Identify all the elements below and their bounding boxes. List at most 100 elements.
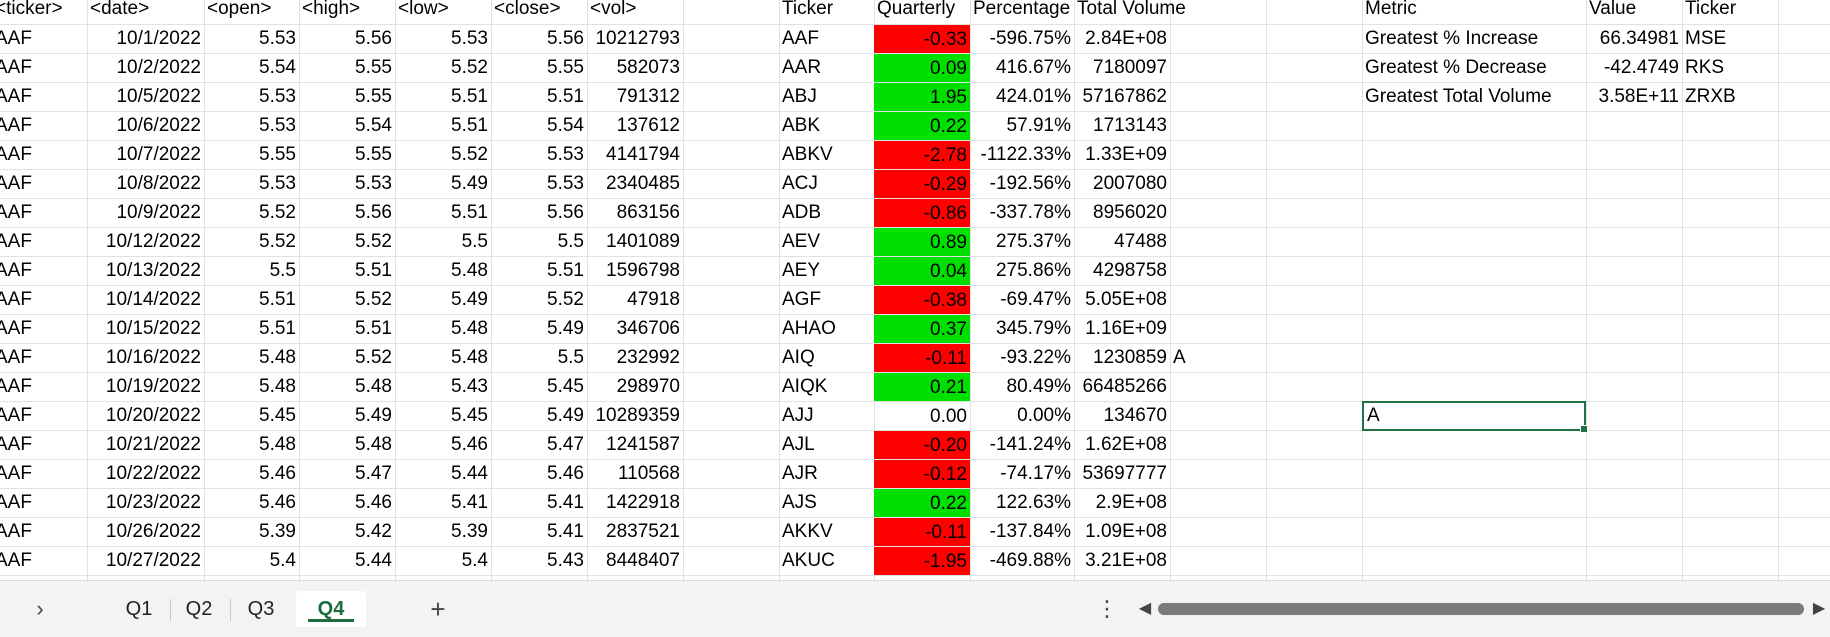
quarterly-change-cell[interactable]: 0.04 — [874, 257, 970, 285]
raw-data-cell[interactable]: 10/13/2022 — [105, 260, 201, 281]
raw-data-cell[interactable]: 5.54 — [259, 57, 296, 78]
percentage-change-cell[interactable]: 0.00% — [1017, 405, 1071, 426]
raw-data-cell[interactable]: 10/9/2022 — [116, 202, 201, 223]
horizontal-scrollbar-thumb[interactable] — [1158, 603, 1804, 615]
quarterly-change-cell[interactable]: 0.22 — [874, 489, 970, 517]
raw-data-cell[interactable]: 10/12/2022 — [105, 231, 201, 252]
sheet-tab-q3[interactable]: Q3 — [247, 598, 275, 620]
summary-ticker-cell[interactable]: AJL — [782, 434, 815, 455]
percentage-change-cell[interactable]: 275.37% — [995, 231, 1071, 252]
total-volume-cell[interactable]: 1230859 — [1093, 347, 1167, 368]
raw-data-cell[interactable]: AAF — [0, 463, 32, 484]
raw-data-cell[interactable]: 5.45 — [451, 405, 488, 426]
raw-data-cell[interactable]: 5.51 — [451, 202, 488, 223]
raw-data-cell[interactable]: 5.41 — [547, 492, 584, 513]
raw-data-cell[interactable]: 110568 — [618, 463, 680, 484]
raw-data-cell[interactable]: 1422918 — [606, 492, 680, 513]
raw-data-cell[interactable]: 5.51 — [259, 289, 296, 310]
triangle-left-icon[interactable]: ◀ — [1138, 600, 1152, 617]
raw-data-cell[interactable]: 5.46 — [547, 463, 584, 484]
raw-data-cell[interactable]: 5.48 — [451, 318, 488, 339]
percentage-change-cell[interactable]: 80.49% — [1006, 376, 1071, 397]
raw-data-cell[interactable]: 5.44 — [355, 550, 392, 571]
raw-data-cell[interactable]: 5.56 — [547, 202, 584, 223]
quarterly-change-cell[interactable]: -1.95 — [874, 547, 970, 575]
percentage-change-cell[interactable]: -337.78% — [989, 202, 1071, 223]
raw-data-cell[interactable]: 5.5 — [557, 347, 584, 368]
raw-data-cell[interactable]: 5.49 — [451, 173, 488, 194]
raw-data-cell[interactable]: 5.44 — [451, 463, 488, 484]
raw-data-cell[interactable]: 863156 — [616, 202, 680, 223]
raw-data-cell[interactable]: 5.52 — [547, 289, 584, 310]
quarterly-change-cell[interactable]: -0.20 — [874, 431, 970, 459]
raw-data-cell[interactable]: 5.52 — [355, 347, 392, 368]
raw-data-cell[interactable]: 1401089 — [606, 231, 680, 252]
raw-data-cell[interactable]: 10/2/2022 — [116, 57, 201, 78]
total-volume-cell[interactable]: 1.16E+09 — [1085, 318, 1167, 339]
raw-data-cell[interactable]: 5.5 — [557, 231, 584, 252]
total-volume-cell[interactable]: 47488 — [1114, 231, 1167, 252]
raw-data-cell[interactable]: 232992 — [616, 347, 680, 368]
summary-ticker-cell[interactable]: AAF — [782, 28, 819, 49]
percentage-change-cell[interactable]: -137.84% — [989, 521, 1071, 542]
raw-data-cell[interactable]: 5.48 — [451, 347, 488, 368]
summary-ticker-cell[interactable]: AJS — [782, 492, 817, 513]
raw-data-cell[interactable]: 10/8/2022 — [116, 173, 201, 194]
raw-data-cell[interactable]: 5.53 — [547, 173, 584, 194]
total-volume-cell[interactable]: 8956020 — [1093, 202, 1167, 223]
raw-data-cell[interactable]: 5.45 — [259, 405, 296, 426]
raw-data-cell[interactable]: 5.52 — [355, 231, 392, 252]
quarterly-change-cell[interactable]: -0.86 — [874, 199, 970, 227]
quarterly-change-cell[interactable]: -0.38 — [874, 286, 970, 314]
raw-data-cell[interactable]: 5.55 — [355, 144, 392, 165]
raw-data-cell[interactable]: AAF — [0, 115, 32, 136]
raw-header-cell[interactable]: <close> — [494, 0, 561, 19]
raw-data-cell[interactable]: AAF — [0, 434, 32, 455]
raw-data-cell[interactable]: 5.42 — [355, 521, 392, 542]
metrics-header-cell[interactable]: Metric — [1365, 0, 1417, 19]
raw-data-cell[interactable]: 5.51 — [355, 318, 392, 339]
percentage-change-cell[interactable]: 57.91% — [1006, 115, 1071, 136]
raw-data-cell[interactable]: AAF — [0, 550, 32, 571]
raw-data-cell[interactable]: 47918 — [627, 289, 680, 310]
percentage-change-cell[interactable]: -69.47% — [1000, 289, 1071, 310]
raw-header-cell[interactable]: <low> — [398, 0, 449, 19]
quarterly-change-cell[interactable]: 1.95 — [874, 83, 970, 111]
raw-data-cell[interactable]: 5.52 — [451, 144, 488, 165]
total-volume-cell[interactable]: 5.05E+08 — [1085, 289, 1167, 310]
summary-ticker-cell[interactable]: AGF — [782, 289, 822, 310]
raw-data-cell[interactable]: 5.53 — [355, 173, 392, 194]
raw-data-cell[interactable]: 5.49 — [547, 318, 584, 339]
raw-header-cell[interactable]: <open> — [207, 0, 272, 19]
raw-data-cell[interactable]: 10/6/2022 — [116, 115, 201, 136]
raw-data-cell[interactable]: 5.53 — [259, 115, 296, 136]
raw-data-cell[interactable]: 5.55 — [355, 57, 392, 78]
raw-data-cell[interactable]: AAF — [0, 57, 32, 78]
raw-data-cell[interactable]: 5.46 — [259, 492, 296, 513]
raw-data-cell[interactable]: 5.48 — [355, 376, 392, 397]
raw-data-cell[interactable]: AAF — [0, 173, 32, 194]
raw-data-cell[interactable]: 5.39 — [259, 521, 296, 542]
raw-data-cell[interactable]: 5.48 — [355, 434, 392, 455]
summary-header-cell[interactable]: Quarterly — [877, 0, 956, 19]
raw-data-cell[interactable]: 1241587 — [606, 434, 680, 455]
raw-data-cell[interactable]: 10/23/2022 — [105, 492, 201, 513]
metric-name-cell[interactable]: Greatest % Decrease — [1365, 57, 1547, 78]
raw-data-cell[interactable]: 5.48 — [259, 376, 296, 397]
total-volume-cell[interactable]: 2007080 — [1093, 173, 1167, 194]
summary-header-cell[interactable]: Total Volume — [1077, 0, 1186, 19]
summary-ticker-cell[interactable]: AJJ — [782, 405, 814, 426]
percentage-change-cell[interactable]: -1122.33% — [980, 144, 1072, 165]
summary-ticker-cell[interactable]: AHAO — [782, 318, 836, 339]
triangle-right-icon[interactable]: ▶ — [1812, 600, 1826, 617]
vertical-ellipsis-icon[interactable]: ⋮ — [1096, 596, 1118, 621]
total-volume-cell[interactable]: 1.33E+09 — [1085, 144, 1167, 165]
raw-data-cell[interactable]: 5.52 — [355, 289, 392, 310]
percentage-change-cell[interactable]: 345.79% — [995, 318, 1071, 339]
total-volume-cell[interactable]: 3.21E+08 — [1085, 550, 1167, 571]
raw-data-cell[interactable]: AAF — [0, 521, 32, 542]
raw-data-cell[interactable]: AAF — [0, 28, 32, 49]
metric-value-cell[interactable]: 3.58E+11 — [1598, 86, 1679, 107]
raw-data-cell[interactable]: 5.41 — [451, 492, 488, 513]
raw-data-cell[interactable]: 1596798 — [606, 260, 680, 281]
